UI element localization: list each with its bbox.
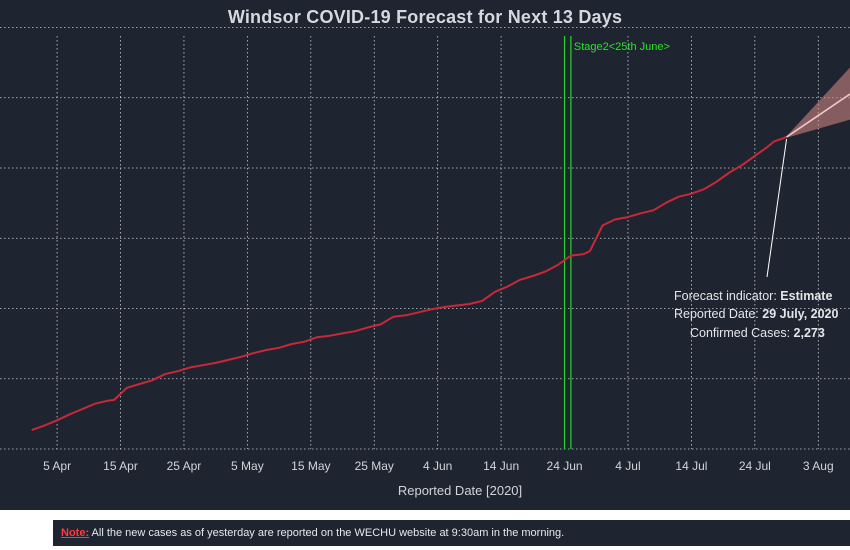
note-bar: Note: All the new cases as of yesterday … <box>0 512 850 550</box>
x-tick-label: 3 Aug <box>803 459 834 473</box>
x-tick-label: 5 May <box>231 459 264 473</box>
confirmed-cases-line <box>31 136 787 432</box>
note-text: All the new cases as of yesterday are re… <box>89 527 565 539</box>
note-strip: Note: All the new cases as of yesterday … <box>53 520 850 546</box>
x-tick-label: 4 Jul <box>615 459 640 473</box>
stage2-label: Stage2<25th June> <box>574 41 670 53</box>
x-tick-label: 24 Jun <box>547 459 583 473</box>
x-tick-label: 4 Jun <box>423 459 452 473</box>
x-tick-label: 15 Apr <box>103 459 138 473</box>
chart-title: Windsor COVID-19 Forecast for Next 13 Da… <box>227 7 623 27</box>
grid-layer <box>0 27 850 450</box>
forecast-estimate-line <box>786 93 850 138</box>
tooltip-line: Confirmed Cases: 2,273 <box>690 326 825 340</box>
x-tick-label: 14 Jul <box>675 459 707 473</box>
x-tick-label: 24 Jul <box>739 459 771 473</box>
chart-canvas: Stage2<25th June> 5 Apr 15 Apr 25 Apr 5 May… <box>0 27 850 498</box>
chart-panel: Stage2<25th June> 5 Apr 15 Apr 25 Apr 5 May… <box>0 0 850 510</box>
annotation-layer: Stage2<25th June> <box>563 36 670 449</box>
series-layer <box>31 93 850 432</box>
x-tick-label: 25 May <box>355 459 394 473</box>
x-tick-label: 25 Apr <box>167 459 202 473</box>
x-tick-label: 15 May <box>291 459 330 473</box>
tooltip-line: Forecast indicator: Estimate <box>674 289 832 303</box>
tooltip-pointer <box>766 138 788 278</box>
x-axis-title: Reported Date [2020] <box>398 483 522 498</box>
tooltip-layer: Forecast indicator: Estimate Reported Dat… <box>674 138 839 340</box>
x-tick-label: 5 Apr <box>43 459 71 473</box>
x-tick-label: 14 Jun <box>483 459 519 473</box>
note-label: Note: <box>61 527 90 539</box>
tooltip-line: Reported Date: 29 July, 2020 <box>674 307 839 321</box>
x-tick-labels: 5 Apr 15 Apr 25 Apr 5 May 15 May 25 May 4 Jun 1… <box>43 459 834 473</box>
forecast-confidence-band <box>786 67 850 138</box>
forecast-band-layer <box>786 67 850 138</box>
